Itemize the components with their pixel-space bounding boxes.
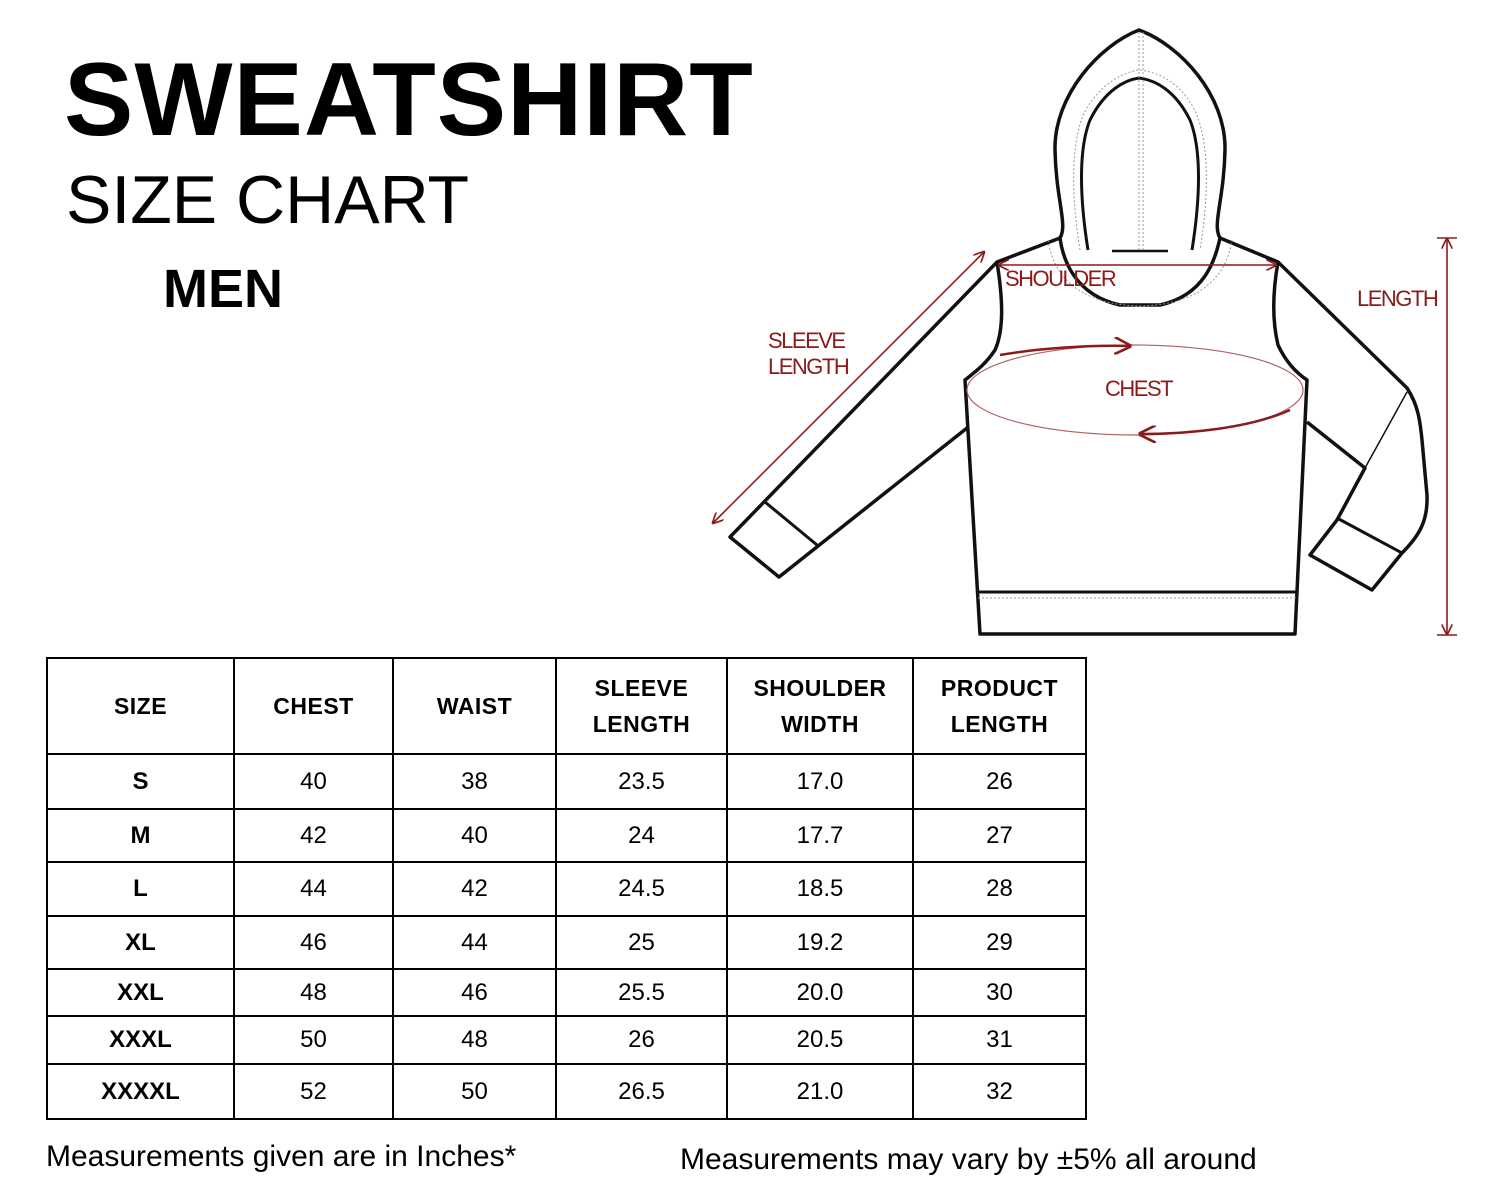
size-cell: XXXXL (46, 1063, 235, 1120)
measurement-cell: 29 (912, 915, 1087, 970)
table-row: S 40 38 23.5 17.0 26 (46, 753, 1087, 810)
chest-label: CHEST (1105, 376, 1173, 401)
column-header-text: SHOULDER (753, 675, 887, 701)
column-header-text: PRODUCT (940, 675, 1059, 701)
measurement-cell: 18.5 (726, 861, 914, 917)
measurement-cell: 40 (233, 753, 394, 810)
table-header-row: SIZE CHEST WAIST SLEEVE LENGTH SHOULDER WIDTH P… (46, 657, 1087, 755)
column-header: SIZE (46, 657, 235, 755)
measurement-cell: 17.0 (726, 753, 914, 810)
measurement-cell: 17.7 (726, 808, 914, 863)
column-header-text: CHEST (273, 693, 354, 719)
gender-label: MEN (163, 259, 283, 319)
measurement-cell: 42 (392, 861, 557, 917)
measurement-cell: 42 (233, 808, 394, 863)
variance-note: Measurements may vary by ±5% all around (680, 1143, 1257, 1176)
table-row: XL 46 44 25 19.2 29 (46, 915, 1087, 970)
table-row: M 42 40 24 17.7 27 (46, 808, 1087, 863)
measurement-cell: 30 (912, 968, 1087, 1017)
column-header: SLEEVE LENGTH (555, 657, 728, 755)
column-header: WAIST (392, 657, 557, 755)
measurement-cell: 48 (233, 968, 394, 1017)
measurement-cell: 24.5 (555, 861, 728, 917)
column-header-text: SIZE (113, 693, 168, 719)
page-subtitle: SIZE CHART (66, 162, 470, 238)
sleeve-label-line1: SLEEVE (768, 328, 845, 353)
size-cell: XXL (46, 968, 235, 1017)
size-cell: L (46, 861, 235, 917)
measurement-cell: 32 (912, 1063, 1087, 1120)
measurement-cell: 26 (555, 1015, 728, 1065)
measurement-cell: 50 (233, 1015, 394, 1065)
length-label: LENGTH (1357, 286, 1438, 311)
measurement-cell: 26 (912, 753, 1087, 810)
stitching (978, 32, 1296, 599)
size-cell: XXXL (46, 1015, 235, 1065)
table-row: XXL 48 46 25.5 20.0 30 (46, 968, 1087, 1017)
column-header: CHEST (233, 657, 394, 755)
measurement-cell: 27 (912, 808, 1087, 863)
measurement-cell: 19.2 (726, 915, 914, 970)
hoodie-diagram: SHOULDER LENGTH SLEEVE LENGTH CHEST (0, 28, 1457, 636)
column-header: PRODUCT LENGTH (912, 657, 1087, 755)
measurement-cell: 31 (912, 1015, 1087, 1065)
table-row: XXXXL 52 50 26.5 21.0 32 (46, 1063, 1087, 1120)
column-header: SHOULDER WIDTH (726, 657, 914, 755)
table-row: L 44 42 24.5 18.5 28 (46, 861, 1087, 917)
table-row: XXXL 50 48 26 20.5 31 (46, 1015, 1087, 1065)
size-chart-table: SIZE CHEST WAIST SLEEVE LENGTH SHOULDER WIDTH P… (46, 657, 1087, 1120)
measurement-cell: 20.5 (726, 1015, 914, 1065)
measurement-cell: 24 (555, 808, 728, 863)
column-header-text: WAIST (436, 693, 513, 719)
measurement-cell: 48 (392, 1015, 557, 1065)
size-cell: M (46, 808, 235, 863)
measurement-lines (713, 237, 1457, 636)
sleeve-label-line2: LENGTH (768, 354, 849, 379)
page-title: SWEATSHIRT (64, 42, 754, 158)
chest-ellipse (966, 344, 1304, 436)
measurement-cell: 38 (392, 753, 557, 810)
measurement-cell: 23.5 (555, 753, 728, 810)
measurement-cell: 52 (233, 1063, 394, 1120)
size-cell: XL (46, 915, 235, 970)
units-note: Measurements given are in Inches* (46, 1140, 517, 1173)
column-header-text: LENGTH (950, 711, 1049, 737)
column-header-text: WIDTH (781, 711, 859, 737)
size-cell: S (46, 753, 235, 810)
measurement-cell: 25 (555, 915, 728, 970)
column-header-text: SLEEVE (594, 675, 689, 701)
measurement-cell: 21.0 (726, 1063, 914, 1120)
measurement-cell: 26.5 (555, 1063, 728, 1120)
measurement-cell: 40 (392, 808, 557, 863)
measurement-cell: 44 (392, 915, 557, 970)
column-header-text: LENGTH (592, 711, 691, 737)
measurement-cell: 44 (233, 861, 394, 917)
sleeve-length-arrow (713, 252, 984, 523)
measurement-cell: 46 (233, 915, 394, 970)
measurement-cell: 46 (392, 968, 557, 1017)
measurement-cell: 28 (912, 861, 1087, 917)
measurement-cell: 20.0 (726, 968, 914, 1017)
measurement-cell: 50 (392, 1063, 557, 1120)
measurement-cell: 25.5 (555, 968, 728, 1017)
shoulder-label: SHOULDER (1005, 266, 1116, 291)
